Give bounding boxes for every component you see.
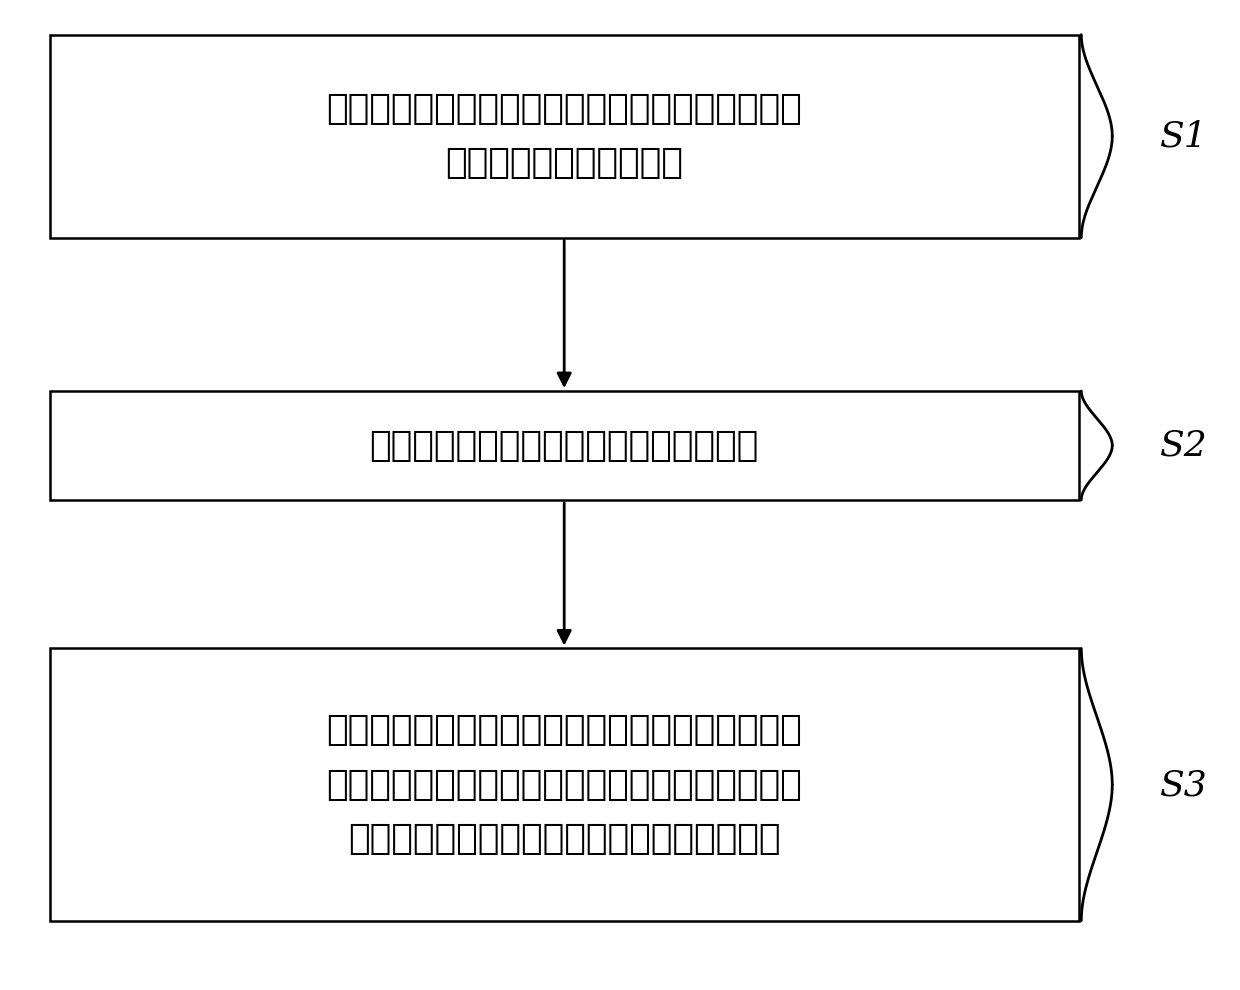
Text: S1: S1 — [1161, 120, 1208, 153]
Text: 息，并将登录信息发送至移动终端，以使移动终端: 息，并将登录信息发送至移动终端，以使移动终端 — [326, 767, 802, 802]
Text: S3: S3 — [1161, 768, 1208, 802]
Bar — [50, 35, 1079, 238]
Text: 终端获取车辆的标识信息: 终端获取车辆的标识信息 — [445, 147, 683, 180]
Text: 移动终端将车辆的标识信息发送给服务器: 移动终端将车辆的标识信息发送给服务器 — [370, 429, 759, 462]
Text: 根据登录信息建立与车辆仪表之间的网络连接: 根据登录信息建立与车辆仪表之间的网络连接 — [348, 822, 780, 856]
Text: 在移动终端连接到车辆内的无线网络后，通过移动: 在移动终端连接到车辆内的无线网络后，通过移动 — [326, 92, 802, 126]
Text: S2: S2 — [1161, 429, 1208, 462]
Bar — [50, 391, 1079, 500]
Text: 服务器根据标识信息获取对应的车辆仪表的登录信: 服务器根据标识信息获取对应的车辆仪表的登录信 — [326, 713, 802, 747]
Bar — [50, 648, 1079, 921]
